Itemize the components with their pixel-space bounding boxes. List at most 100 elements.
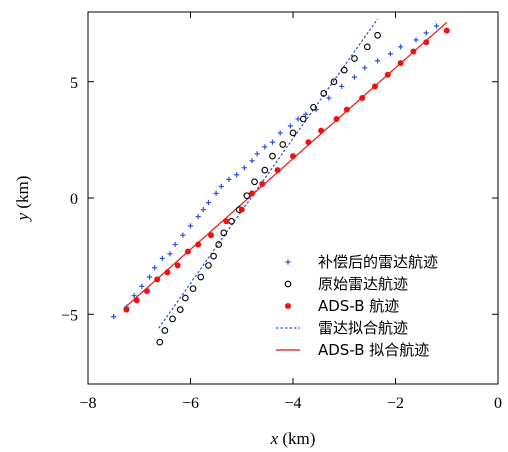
compensated-radar-point (287, 123, 294, 129)
y-tick-label: −5 (61, 307, 78, 324)
x-tick-label: −6 (182, 395, 199, 412)
legend-item: ADS-B 拟合航迹 (276, 341, 429, 359)
compensated-radar-point (398, 44, 404, 50)
compensated-radar-point (433, 23, 440, 29)
adsb-point (184, 248, 191, 255)
raw-radar-point (351, 55, 358, 62)
compensated-radar-point (277, 130, 283, 136)
compensated-radar-point (351, 74, 358, 80)
compensated-radar-point (111, 313, 117, 320)
adsb-point (174, 262, 181, 269)
legend-item: 雷达拟合航迹 (276, 319, 408, 337)
raw-radar-point (189, 285, 197, 293)
adsb-point (195, 241, 202, 248)
y-tick-label: 0 (70, 191, 78, 208)
compensated-radar-point (172, 241, 178, 248)
adsb-point (333, 115, 340, 122)
compensated-radar-point (295, 116, 301, 122)
adsb-point (238, 206, 245, 213)
adsb-point (384, 71, 391, 78)
legend-marker (284, 280, 292, 288)
legend-label: ADS-B 拟合航迹 (318, 341, 429, 359)
compensated-radar-point (159, 255, 165, 262)
compensated-radar-point (218, 183, 224, 189)
adsb-point (154, 276, 161, 283)
raw-radar-point (228, 217, 235, 225)
compensated-radar-point (152, 265, 158, 271)
compensated-radar-point (226, 176, 232, 182)
compensated-radar-point (413, 37, 419, 43)
raw-radar-point (330, 78, 338, 86)
compensated-radar-point (234, 172, 240, 178)
compensated-radar-point (362, 65, 368, 71)
y-axis-title: y (km) (13, 176, 32, 223)
adsb-point (359, 95, 366, 102)
raw-radar-point (251, 178, 258, 186)
legend-label: 原始雷达航迹 (318, 275, 408, 293)
adsb-fit-line (123, 22, 448, 309)
raw-radar-point (197, 273, 205, 281)
legend-item: 补偿后的雷达航迹 (285, 253, 438, 271)
compensated-radar-point (303, 111, 309, 117)
compensated-radar-point (326, 95, 332, 101)
raw-radar-point (215, 241, 223, 248)
legend-marker (285, 259, 291, 265)
compensated-radar-point (374, 58, 381, 64)
legend-label: 雷达拟合航迹 (318, 319, 408, 337)
raw-radar-point (363, 43, 371, 51)
x-tick-label: 0 (494, 395, 502, 412)
adsb-point (318, 127, 325, 134)
y-tick-label: 5 (70, 75, 78, 92)
adsb-point (274, 167, 281, 174)
adsb-point (133, 297, 140, 304)
compensated-radar-point (423, 30, 429, 36)
raw-radar-point (243, 192, 251, 200)
x-tick-label: −2 (387, 395, 404, 412)
raw-radar-point (289, 129, 297, 137)
compensated-radar-point (269, 139, 276, 145)
compensated-radar-point (387, 51, 393, 57)
legend-label: ADS-B 航迹 (318, 297, 399, 315)
raw-radar-point (299, 115, 307, 123)
legend-item: ADS-B 航迹 (285, 297, 399, 315)
adsb-point (223, 218, 230, 225)
adsb-point (423, 39, 430, 46)
adsb-point (343, 106, 350, 113)
raw-radar-point (205, 262, 212, 269)
legend-item: 原始雷达航迹 (284, 275, 408, 293)
adsb-point (410, 48, 417, 55)
compensated-radar-point (167, 251, 173, 257)
x-axis-title: x (km) (270, 429, 316, 448)
compensated-radar-point (180, 232, 186, 238)
raw-radar-point (310, 103, 317, 111)
compensated-radar-point (146, 274, 153, 280)
adsb-point (259, 181, 266, 188)
compensated-radar-point (254, 151, 260, 157)
x-tick-label: −4 (284, 395, 301, 412)
raw-radar-point (269, 152, 276, 160)
compensated-radar-point (139, 283, 145, 289)
raw-radar-point (279, 141, 287, 148)
data-markers (111, 23, 450, 346)
adsb-point (123, 306, 130, 313)
adsb-point (249, 190, 255, 197)
compensated-radar-point (213, 190, 219, 196)
adsb-point (305, 139, 312, 146)
x-tick-label: −8 (79, 395, 96, 412)
adsb-point (397, 60, 404, 67)
raw-radar-point (340, 66, 348, 74)
raw-radar-point (210, 252, 217, 260)
raw-radar-point (320, 90, 328, 97)
plot-frame (87, 11, 499, 385)
raw-radar-point (176, 306, 184, 313)
raw-radar-point (261, 166, 269, 174)
compensated-radar-point (195, 214, 201, 220)
legend-label: 补偿后的雷达航迹 (318, 253, 438, 271)
raw-radar-point (156, 338, 164, 346)
compensated-radar-point (249, 158, 255, 164)
raw-radar-point (182, 294, 189, 302)
axis-ticks: −8 −6 −4 −2 0 −5 0 5 (61, 12, 502, 412)
compensated-radar-point (200, 207, 206, 213)
